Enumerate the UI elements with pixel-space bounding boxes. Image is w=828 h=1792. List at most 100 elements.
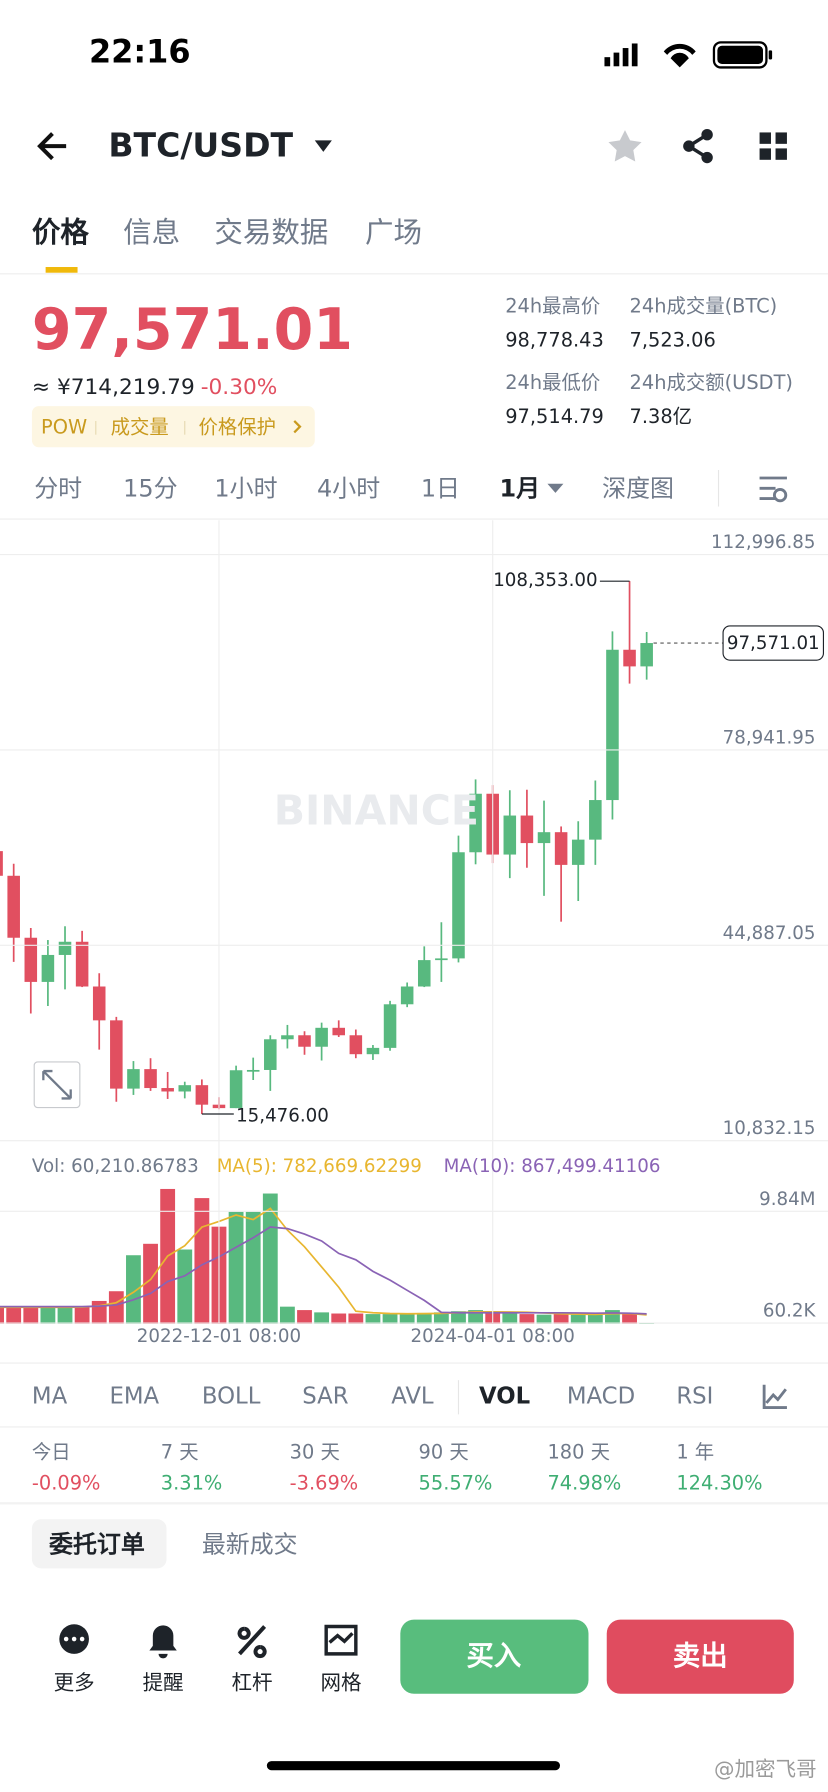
volume-bar <box>126 1255 141 1324</box>
action-label[interactable]: 提醒 <box>143 1671 184 1695</box>
interval[interactable]: 深度图 <box>602 474 674 502</box>
volume-bar <box>382 1314 398 1324</box>
interval[interactable]: 分时 <box>34 474 82 502</box>
grid-icon[interactable] <box>759 132 787 160</box>
leverage-icon[interactable] <box>237 1625 267 1659</box>
indicator[interactable]: EMA <box>109 1384 159 1410</box>
indicator[interactable]: RSI <box>676 1384 713 1410</box>
bell-icon[interactable] <box>149 1625 177 1659</box>
order-tab-active[interactable] <box>31 1519 167 1569</box>
stat-value: 97,514.79 <box>505 405 604 428</box>
indicator[interactable]: MACD <box>567 1384 635 1410</box>
volume-bar <box>433 1312 449 1324</box>
indicator[interactable]: SAR <box>302 1384 348 1410</box>
candle-body <box>623 649 636 667</box>
indicator[interactable]: BOLL <box>202 1384 261 1410</box>
candle-body <box>417 960 431 987</box>
interval[interactable]: 1小时 <box>214 474 277 502</box>
interval[interactable]: 1月 <box>500 474 541 502</box>
last-price: 97,571.01 <box>32 297 353 363</box>
volume-bar <box>40 1307 56 1324</box>
volume-bar <box>570 1314 586 1324</box>
candle-body <box>281 1035 294 1040</box>
volume-bar <box>416 1312 432 1324</box>
indicator-settings-icon[interactable] <box>762 1384 787 1409</box>
indicator[interactable]: VOL <box>479 1384 530 1410</box>
back-icon[interactable] <box>37 132 67 161</box>
action-label[interactable]: 更多 <box>54 1671 95 1695</box>
interval[interactable]: 4小时 <box>317 474 380 502</box>
volume-bar <box>365 1314 381 1324</box>
divider <box>0 1502 828 1505</box>
volume-bar <box>536 1314 552 1324</box>
star-icon[interactable] <box>608 130 642 162</box>
volume-bar <box>0 1307 4 1324</box>
candle-body <box>41 954 55 982</box>
interval-dropdown[interactable] <box>547 483 564 493</box>
indicator[interactable]: AVL <box>391 1384 434 1410</box>
chart-watermark: BINANCE <box>274 786 479 834</box>
tag[interactable]: 价格保护 <box>198 415 276 438</box>
volume-bar <box>622 1313 637 1324</box>
more-dot <box>79 1636 85 1642</box>
stat-value: 98,778.43 <box>505 329 604 352</box>
tag[interactable]: POW <box>41 415 87 438</box>
vol-legend: Vol: 60,210.86783 <box>32 1156 199 1177</box>
stat-label: 24h最低价 <box>505 371 600 394</box>
stat-label: 24h最高价 <box>505 294 600 317</box>
perf-value: -0.09% <box>32 1471 101 1494</box>
stat-label: 24h成交量(BTC) <box>630 294 778 317</box>
tab[interactable]: 价格 <box>32 216 90 249</box>
volume-bar <box>194 1198 210 1324</box>
candle-body <box>606 649 619 801</box>
buy-label[interactable]: 买入 <box>466 1641 521 1672</box>
grid-bot-icon[interactable] <box>324 1624 358 1656</box>
tab[interactable]: 广场 <box>365 216 422 249</box>
candle-body <box>452 852 465 959</box>
interval[interactable]: 1日 <box>421 474 460 502</box>
buy-button[interactable] <box>400 1619 589 1694</box>
perf-value: 3.31% <box>161 1471 223 1494</box>
perf-label: 1 年 <box>676 1441 714 1464</box>
order-tab[interactable]: 委托订单 <box>49 1531 145 1559</box>
share-icon[interactable] <box>683 129 713 164</box>
candle-body <box>110 1020 123 1089</box>
max-label: 108,353.00 <box>493 570 597 591</box>
sell-label[interactable]: 卖出 <box>673 1641 728 1672</box>
action-label[interactable]: 网格 <box>320 1671 362 1695</box>
candle-body <box>127 1069 140 1089</box>
perf-value: 124.30% <box>676 1471 762 1494</box>
tag[interactable]: 成交量 <box>111 415 169 438</box>
tag-box[interactable] <box>31 406 315 448</box>
interval[interactable]: 15分 <box>123 474 177 502</box>
pair-dropdown[interactable] <box>314 140 332 152</box>
home-indicator <box>266 1761 560 1771</box>
chart-settings-icon[interactable] <box>759 476 788 503</box>
stat-value: 7,523.06 <box>630 329 716 352</box>
order-tab[interactable]: 最新成交 <box>202 1531 298 1559</box>
volume-bar <box>553 1314 569 1324</box>
y-tick-label: 10,832.15 <box>723 1118 816 1139</box>
pair-title[interactable]: BTC/USDT <box>108 126 293 165</box>
candle-body <box>7 875 20 938</box>
y-tick-label: 78,941.95 <box>723 728 816 749</box>
sell-button[interactable] <box>606 1619 794 1694</box>
tab[interactable]: 交易数据 <box>214 216 328 249</box>
tab[interactable]: 信息 <box>123 216 180 249</box>
candle-body <box>366 1047 380 1055</box>
candle-body <box>246 1069 260 1072</box>
indicator[interactable]: MA <box>32 1384 68 1410</box>
candle-body <box>383 1004 397 1048</box>
volume-bar <box>519 1314 535 1324</box>
more-dot <box>63 1636 69 1642</box>
candle-body <box>195 1085 209 1105</box>
status-icons <box>604 41 773 69</box>
volume-bar <box>228 1211 244 1324</box>
volume-bar <box>23 1307 39 1324</box>
volume-bar <box>502 1313 518 1324</box>
candle-body <box>24 937 38 982</box>
candle-body <box>58 941 72 955</box>
action-label[interactable]: 杠杆 <box>232 1671 273 1695</box>
last-price-tag <box>722 625 825 661</box>
